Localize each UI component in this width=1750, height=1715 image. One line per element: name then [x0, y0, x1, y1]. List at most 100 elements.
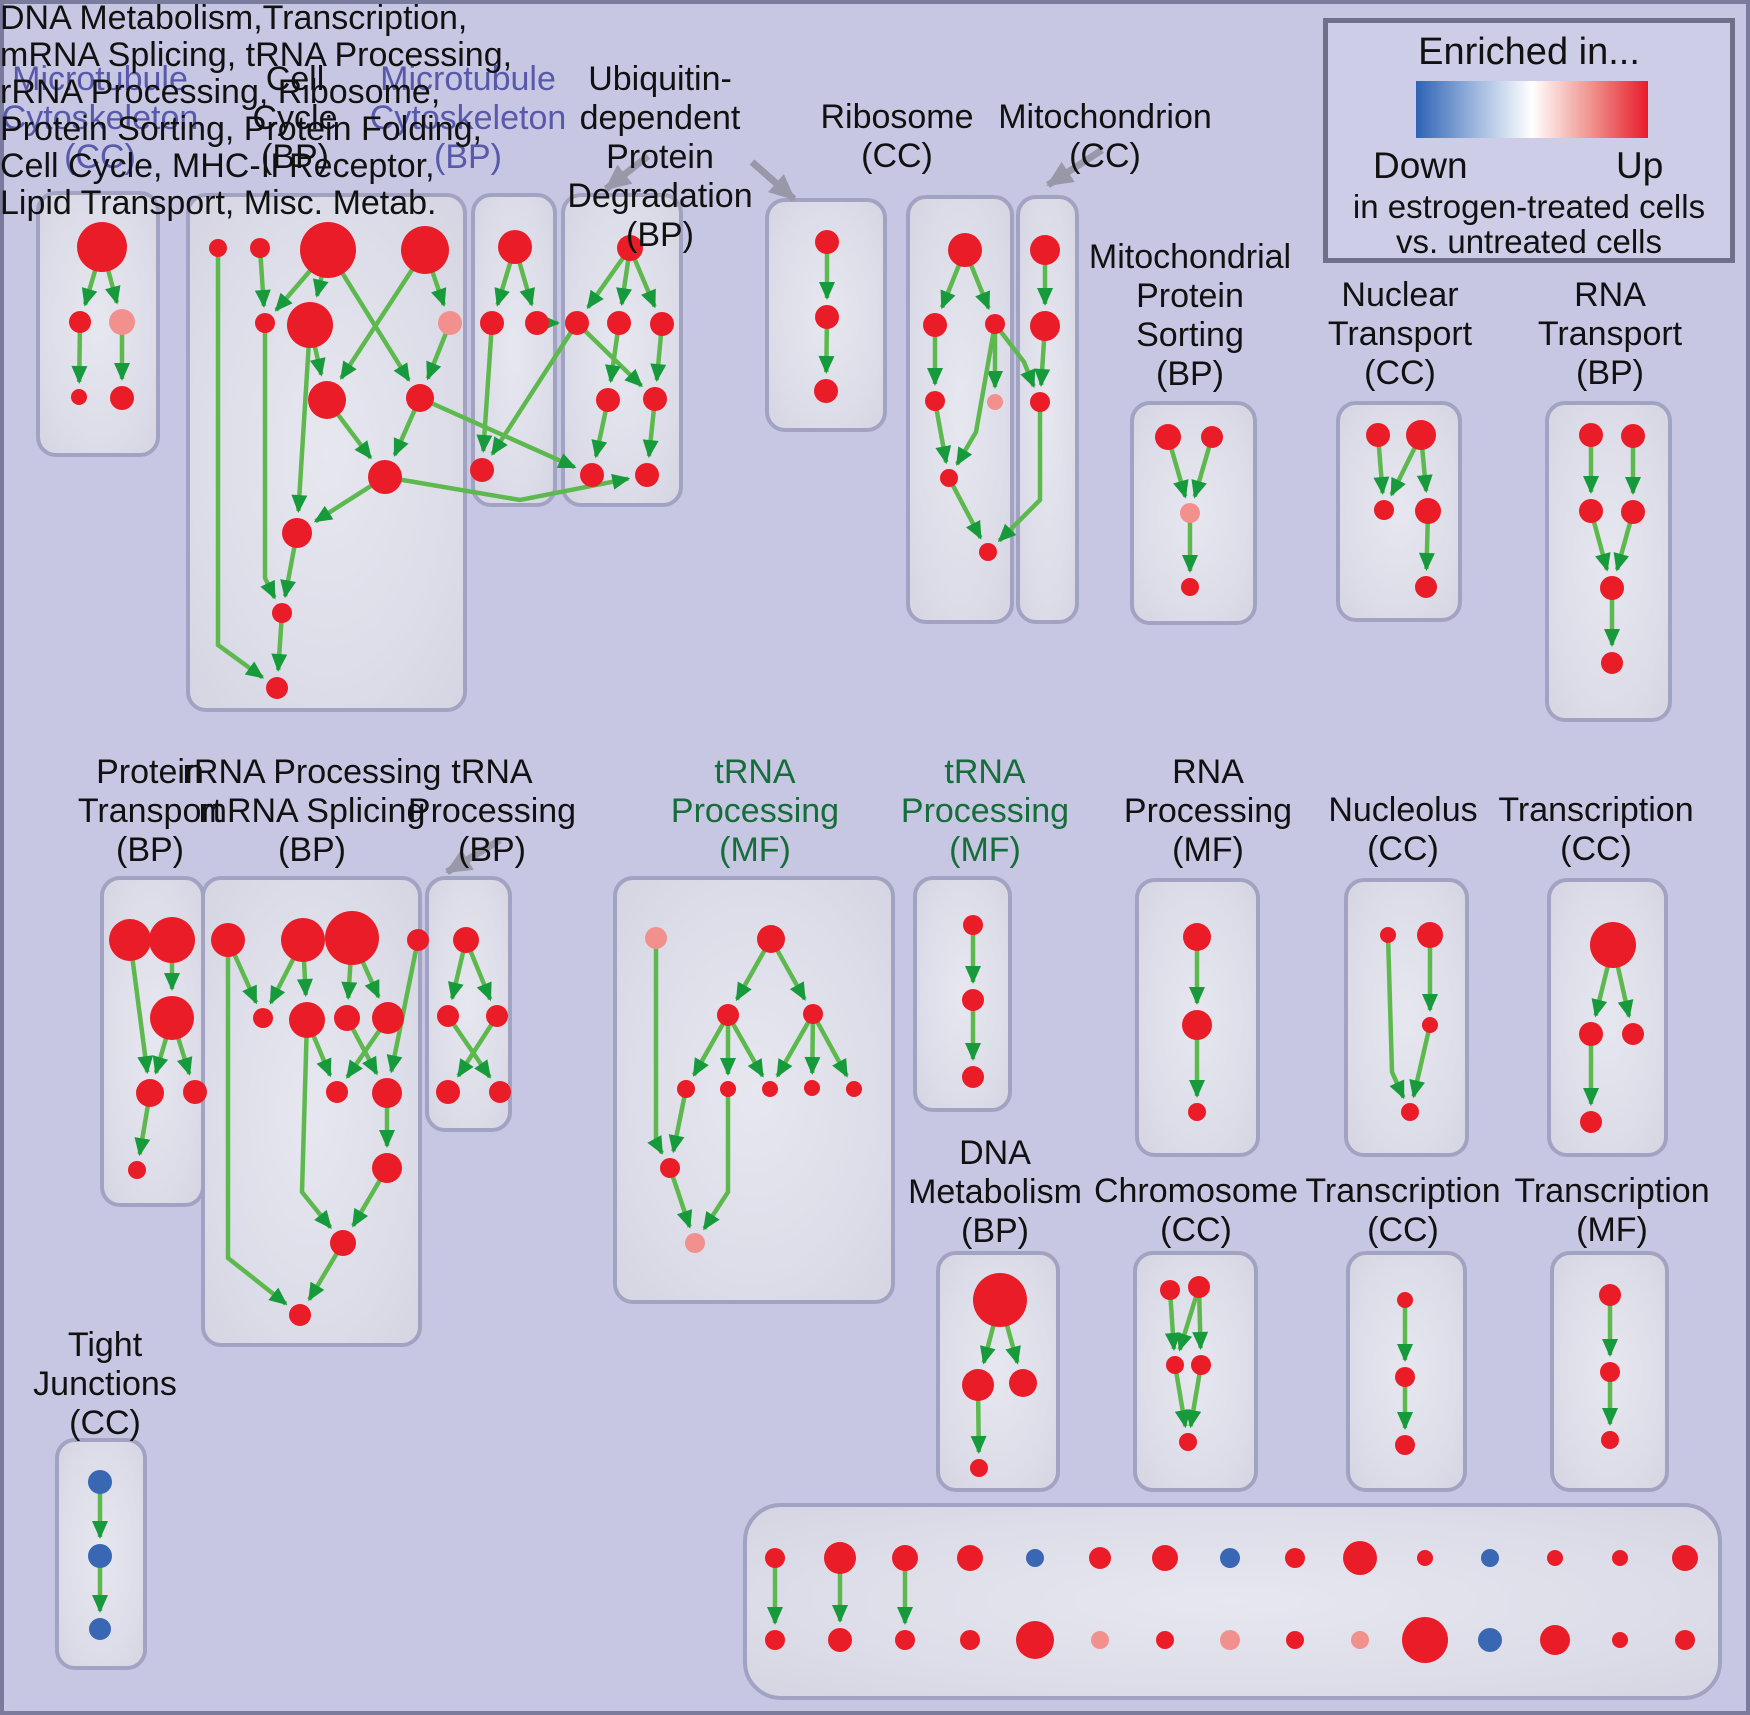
gene-node-y4[interactable]	[1580, 1111, 1602, 1133]
gene-node-ua6[interactable]	[643, 387, 667, 411]
gene-node-cc8[interactable]	[308, 381, 346, 419]
gene-node-q10[interactable]	[660, 1158, 680, 1178]
gene-node-q6[interactable]	[720, 1081, 736, 1097]
gene-node-w1[interactable]	[1380, 927, 1396, 943]
gene-node-bt9[interactable]	[1343, 1541, 1377, 1575]
gene-node-bt10[interactable]	[1417, 1550, 1433, 1566]
gene-node-rr2[interactable]	[281, 918, 325, 962]
gene-node-d1[interactable]	[973, 1273, 1027, 1327]
gene-node-rr1[interactable]	[211, 923, 245, 957]
gene-node-rb2[interactable]	[923, 313, 947, 337]
gene-node-n2[interactable]	[1406, 420, 1436, 450]
gene-node-v1[interactable]	[1183, 923, 1211, 951]
gene-node-y2[interactable]	[1579, 1022, 1603, 1046]
gene-node-d3[interactable]	[1009, 1369, 1037, 1397]
gene-node-v2[interactable]	[1182, 1010, 1212, 1040]
gene-node-bb0[interactable]	[765, 1630, 785, 1650]
gene-node-s3[interactable]	[1180, 503, 1200, 523]
gene-node-cc3[interactable]	[300, 222, 356, 278]
gene-node-s1[interactable]	[1155, 424, 1181, 450]
gene-node-cc12[interactable]	[272, 603, 292, 623]
gene-node-rt1[interactable]	[1579, 423, 1603, 447]
gene-node-tb2[interactable]	[437, 1005, 459, 1027]
gene-node-cc7[interactable]	[438, 311, 462, 335]
gene-node-bt0[interactable]	[765, 1548, 785, 1568]
gene-node-tb3[interactable]	[486, 1005, 508, 1027]
gene-node-ua3[interactable]	[607, 311, 631, 335]
gene-node-y1[interactable]	[1590, 922, 1636, 968]
gene-node-bt11[interactable]	[1481, 1549, 1499, 1567]
gene-node-mc4[interactable]	[71, 389, 87, 405]
gene-node-bb4[interactable]	[1016, 1621, 1054, 1659]
gene-node-bb9[interactable]	[1351, 1631, 1369, 1649]
gene-node-d2[interactable]	[962, 1369, 994, 1401]
gene-node-h1[interactable]	[1160, 1280, 1180, 1300]
gene-node-f3[interactable]	[1601, 1431, 1619, 1449]
gene-node-g2[interactable]	[1395, 1367, 1415, 1387]
gene-node-ua5[interactable]	[596, 388, 620, 412]
gene-node-ub2[interactable]	[815, 305, 839, 329]
gene-node-rb3[interactable]	[985, 314, 1005, 334]
gene-node-q7[interactable]	[762, 1081, 778, 1097]
gene-node-h2[interactable]	[1188, 1276, 1210, 1298]
gene-node-mc2[interactable]	[69, 311, 91, 333]
gene-node-rb4[interactable]	[925, 391, 945, 411]
gene-node-rr10[interactable]	[372, 1078, 402, 1108]
gene-node-mt1[interactable]	[1030, 235, 1060, 265]
gene-node-p1[interactable]	[109, 919, 151, 961]
gene-node-u3[interactable]	[962, 1066, 984, 1088]
gene-node-q9[interactable]	[846, 1081, 862, 1097]
gene-node-mt2[interactable]	[1030, 311, 1060, 341]
gene-node-cc13[interactable]	[266, 677, 288, 699]
gene-node-bt2[interactable]	[892, 1545, 918, 1571]
gene-node-q3[interactable]	[717, 1004, 739, 1026]
gene-node-cc2[interactable]	[250, 238, 270, 258]
gene-node-bb14[interactable]	[1675, 1630, 1695, 1650]
gene-node-rr6[interactable]	[289, 1002, 325, 1038]
gene-node-rt3[interactable]	[1579, 499, 1603, 523]
gene-node-mb4[interactable]	[470, 458, 494, 482]
gene-node-rt2[interactable]	[1621, 424, 1645, 448]
gene-node-mb1[interactable]	[498, 230, 532, 264]
gene-node-cc11[interactable]	[282, 518, 312, 548]
gene-node-q5[interactable]	[677, 1080, 695, 1098]
gene-node-q11[interactable]	[685, 1233, 705, 1253]
gene-node-w4[interactable]	[1401, 1103, 1419, 1121]
gene-node-bb11[interactable]	[1478, 1628, 1502, 1652]
gene-node-f1[interactable]	[1599, 1284, 1621, 1306]
gene-node-cc6[interactable]	[287, 302, 333, 348]
gene-node-bb6[interactable]	[1156, 1631, 1174, 1649]
gene-node-mb3[interactable]	[525, 311, 549, 335]
gene-node-ub1[interactable]	[815, 230, 839, 254]
gene-node-mb2[interactable]	[480, 311, 504, 335]
gene-node-bt12[interactable]	[1547, 1550, 1563, 1566]
gene-node-bb5[interactable]	[1091, 1631, 1109, 1649]
gene-node-mc3[interactable]	[109, 309, 135, 335]
gene-node-p4[interactable]	[136, 1079, 164, 1107]
gene-node-w2[interactable]	[1417, 922, 1443, 948]
gene-node-ua7[interactable]	[580, 463, 604, 487]
gene-node-s4[interactable]	[1181, 578, 1199, 596]
gene-node-rr3[interactable]	[325, 911, 379, 965]
gene-node-cc5[interactable]	[255, 313, 275, 333]
gene-node-rr9[interactable]	[326, 1081, 348, 1103]
gene-node-n5[interactable]	[1415, 576, 1437, 598]
gene-node-bt8[interactable]	[1285, 1548, 1305, 1568]
gene-node-cc1[interactable]	[209, 239, 227, 257]
gene-node-rt4[interactable]	[1621, 500, 1645, 524]
gene-node-g1[interactable]	[1397, 1292, 1413, 1308]
gene-node-ua4[interactable]	[650, 312, 674, 336]
gene-node-p6[interactable]	[128, 1161, 146, 1179]
gene-node-tj3[interactable]	[89, 1618, 111, 1640]
gene-node-q2[interactable]	[757, 925, 785, 953]
gene-node-bt13[interactable]	[1612, 1550, 1628, 1566]
gene-node-bt1[interactable]	[824, 1542, 856, 1574]
gene-node-tb4[interactable]	[436, 1080, 460, 1104]
gene-node-rb1[interactable]	[948, 233, 982, 267]
gene-node-rb5[interactable]	[987, 394, 1003, 410]
gene-node-bt5[interactable]	[1089, 1547, 1111, 1569]
gene-node-s2[interactable]	[1201, 426, 1223, 448]
gene-node-bt3[interactable]	[957, 1545, 983, 1571]
gene-node-bb12[interactable]	[1540, 1625, 1570, 1655]
gene-node-g3[interactable]	[1395, 1435, 1415, 1455]
